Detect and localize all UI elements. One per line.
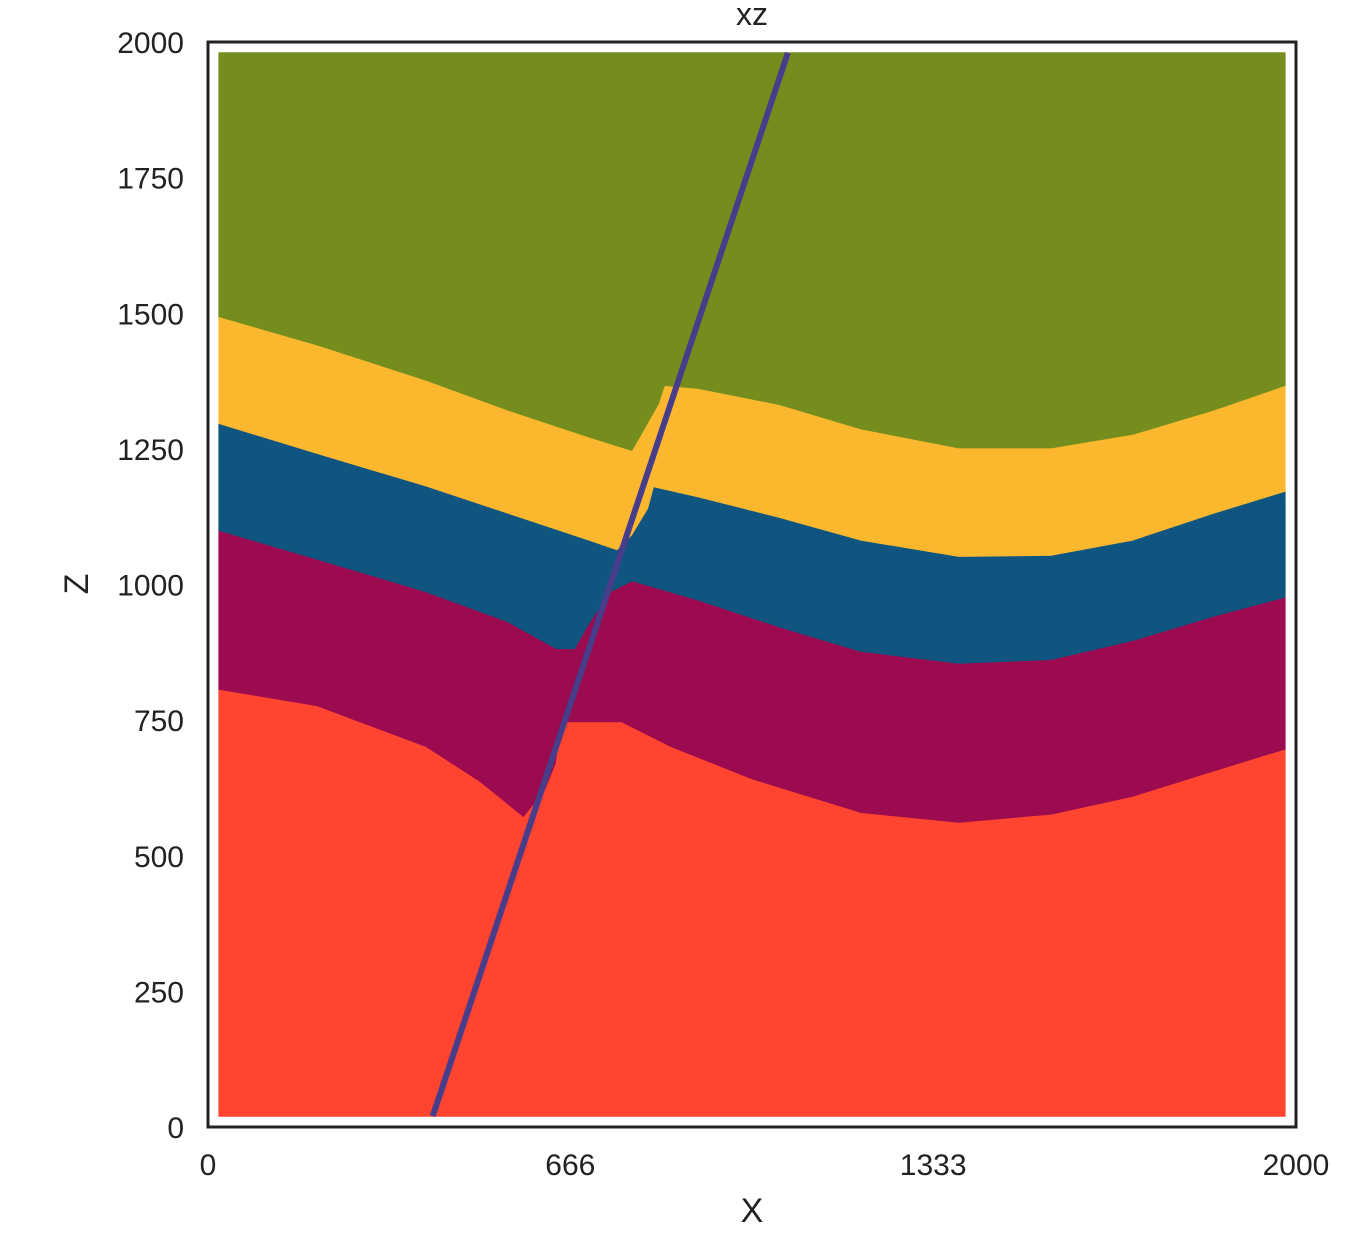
fault-line bbox=[429, 51, 791, 1118]
plot-frame bbox=[206, 40, 1298, 1129]
x-tick-label: 2000 bbox=[1263, 1149, 1330, 1182]
y-tick-label: 1500 bbox=[117, 298, 184, 331]
y-tick-label: 2000 bbox=[117, 27, 184, 60]
layer-5 bbox=[218, 689, 1286, 1117]
y-axis-label: Z bbox=[58, 574, 96, 595]
x-tick-label: 0 bbox=[200, 1149, 217, 1182]
chart-title: xz bbox=[736, 0, 768, 32]
y-axis-ticks: 0 250 500 750 1000 1250 1500 1750 2000 bbox=[117, 27, 184, 1145]
y-tick-label: 1250 bbox=[117, 434, 184, 467]
x-axis-ticks: 0 666 1333 2000 bbox=[200, 1149, 1330, 1182]
x-tick-label: 666 bbox=[545, 1149, 595, 1182]
x-axis-label: X bbox=[741, 1192, 764, 1230]
x-tick-label: 1333 bbox=[900, 1149, 967, 1182]
y-tick-label: 1000 bbox=[117, 570, 184, 603]
y-tick-label: 250 bbox=[134, 976, 184, 1009]
layer-group bbox=[218, 52, 1286, 1117]
fault-group bbox=[429, 51, 791, 1118]
y-tick-label: 0 bbox=[167, 1112, 184, 1145]
y-tick-label: 500 bbox=[134, 841, 184, 874]
y-tick-label: 750 bbox=[134, 705, 184, 738]
y-tick-label: 1750 bbox=[117, 163, 184, 196]
